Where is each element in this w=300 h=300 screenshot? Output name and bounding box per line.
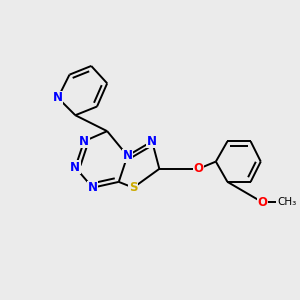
Text: CH₃: CH₃ xyxy=(277,197,296,207)
Text: N: N xyxy=(88,181,98,194)
Text: O: O xyxy=(257,196,267,209)
Text: N: N xyxy=(53,91,63,104)
Text: N: N xyxy=(70,161,80,174)
Text: N: N xyxy=(147,135,157,148)
Text: N: N xyxy=(79,135,89,148)
Text: S: S xyxy=(129,181,137,194)
Text: N: N xyxy=(122,149,133,162)
Text: O: O xyxy=(194,162,203,175)
